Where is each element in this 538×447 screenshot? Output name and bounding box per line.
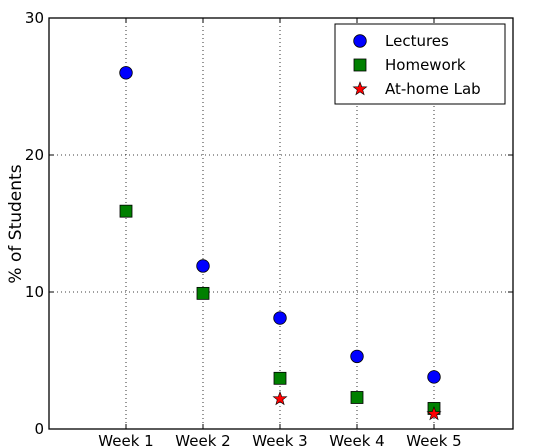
plot-frame bbox=[48, 17, 514, 430]
lectures-point bbox=[273, 311, 287, 325]
at-home-lab-point bbox=[426, 406, 442, 421]
legend-marker-homework bbox=[353, 58, 367, 72]
axis-ticks bbox=[49, 17, 513, 430]
y-tick-label: 0 bbox=[34, 420, 44, 438]
lectures-point bbox=[196, 259, 210, 273]
legend-label-lectures: Lectures bbox=[385, 32, 449, 50]
legend-label-homework: Homework bbox=[385, 56, 466, 74]
homework-point bbox=[196, 286, 210, 300]
lectures-point bbox=[119, 66, 133, 80]
homework-point bbox=[119, 204, 133, 218]
legend: Lectures Homework At-home Lab bbox=[334, 23, 506, 105]
homework-point bbox=[273, 371, 287, 385]
at-home-lab-point bbox=[272, 390, 288, 406]
lectures-point bbox=[350, 349, 364, 364]
x-tick-label: Week 1 bbox=[98, 432, 153, 447]
homework-point bbox=[350, 391, 364, 404]
y-tick-label: 10 bbox=[25, 283, 44, 301]
data-marks bbox=[119, 66, 442, 421]
legend-label-at-home-lab: At-home Lab bbox=[385, 80, 481, 98]
x-tick-label: Week 3 bbox=[252, 432, 307, 447]
legend-marker-at-home-lab bbox=[352, 81, 368, 96]
y-tick-label: 20 bbox=[25, 146, 44, 164]
x-tick-labels: Week 1 Week 2 Week 3 Week 4 Week 5 bbox=[98, 432, 461, 447]
y-axis-label: % of Students bbox=[6, 164, 26, 283]
legend-marker-lectures bbox=[353, 34, 367, 48]
x-tick-label: Week 4 bbox=[329, 432, 384, 447]
x-tick-label: Week 5 bbox=[406, 432, 461, 447]
y-tick-label: 30 bbox=[25, 9, 44, 27]
y-tick-labels: 0 10 20 30 bbox=[25, 9, 44, 438]
lectures-point bbox=[427, 370, 441, 384]
x-tick-label: Week 2 bbox=[175, 432, 230, 447]
